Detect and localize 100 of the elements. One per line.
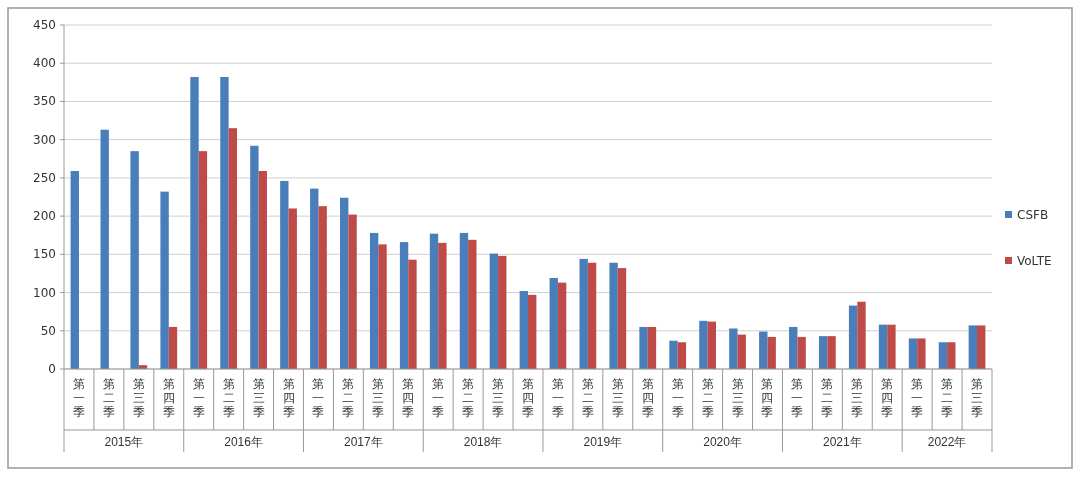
bar bbox=[609, 262, 618, 369]
text: 2022年 bbox=[927, 435, 967, 449]
bar bbox=[938, 342, 948, 369]
bar bbox=[369, 232, 379, 369]
x-tick-label: 第三季 bbox=[611, 377, 624, 419]
bar bbox=[917, 338, 926, 369]
legend-label: CSFB bbox=[1017, 208, 1049, 222]
bar bbox=[429, 233, 439, 369]
bar bbox=[258, 171, 267, 369]
bar bbox=[100, 129, 109, 369]
x-tick-label: 第二季 bbox=[941, 377, 954, 419]
x-tick-label: 第一季 bbox=[791, 377, 804, 419]
bar bbox=[767, 336, 776, 369]
bar bbox=[908, 338, 918, 369]
bar bbox=[228, 128, 238, 369]
text: 2021年 bbox=[822, 435, 862, 449]
bar bbox=[759, 331, 768, 369]
bar bbox=[887, 324, 896, 369]
x-tick-label: 第一季 bbox=[911, 377, 924, 419]
text: 2018年 bbox=[463, 435, 503, 449]
bar bbox=[639, 326, 648, 369]
y-tick-label: 200 bbox=[33, 209, 56, 224]
bar bbox=[647, 326, 657, 369]
bar bbox=[617, 268, 627, 369]
bar bbox=[198, 151, 208, 369]
bar bbox=[340, 197, 349, 369]
bar bbox=[130, 151, 139, 369]
y-tick-label: 100 bbox=[33, 285, 56, 300]
x-tick-label: 第三季 bbox=[372, 377, 385, 419]
x-tick-label: 第四季 bbox=[761, 377, 774, 419]
bar bbox=[190, 76, 199, 369]
bar bbox=[168, 326, 178, 369]
x-tick-label: 第一季 bbox=[312, 377, 325, 419]
bar bbox=[438, 242, 447, 369]
text: 2017年 bbox=[344, 435, 383, 449]
x-tick-label: 第四季 bbox=[402, 377, 415, 419]
bar bbox=[669, 340, 678, 369]
bar bbox=[977, 325, 986, 369]
text: 2015年 bbox=[104, 435, 144, 449]
bar bbox=[399, 242, 409, 369]
bar bbox=[857, 301, 866, 369]
bar bbox=[459, 232, 469, 369]
x-tick-label: 第三季 bbox=[971, 377, 984, 419]
x-tick-label: 第四季 bbox=[522, 377, 534, 419]
x-tick-label: 第三季 bbox=[492, 377, 505, 419]
x-tick-label: 第二季 bbox=[701, 377, 714, 419]
y-tick-label: 250 bbox=[33, 170, 56, 185]
bar bbox=[707, 321, 716, 369]
bar bbox=[468, 239, 477, 369]
bar bbox=[789, 326, 798, 369]
bar bbox=[348, 214, 357, 369]
text: 2020年 bbox=[703, 435, 742, 449]
bar bbox=[878, 324, 888, 369]
x-tick-label: 第一季 bbox=[72, 377, 85, 419]
y-tick-label: 150 bbox=[33, 247, 56, 262]
bar bbox=[579, 258, 588, 369]
bar bbox=[318, 206, 327, 369]
text: 2016年 bbox=[224, 435, 263, 449]
x-tick-label: 第四季 bbox=[282, 377, 295, 419]
bar bbox=[827, 336, 836, 369]
x-tick-label: 第三季 bbox=[252, 377, 265, 419]
bar bbox=[968, 325, 978, 369]
bar bbox=[160, 191, 169, 369]
bar bbox=[818, 336, 828, 369]
bar bbox=[280, 180, 289, 369]
bar bbox=[729, 328, 738, 369]
bar bbox=[737, 334, 746, 369]
x-tick-label: 第四季 bbox=[641, 377, 654, 419]
bar bbox=[848, 305, 858, 369]
bar bbox=[557, 282, 567, 369]
legend-label: VoLTE bbox=[1017, 254, 1052, 268]
bar bbox=[288, 208, 297, 369]
x-tick-label: 第一季 bbox=[432, 377, 445, 419]
y-tick-label: 300 bbox=[33, 132, 56, 147]
text: 2019年 bbox=[583, 435, 623, 449]
y-tick-label: 50 bbox=[40, 323, 56, 338]
y-tick-label: 350 bbox=[33, 94, 56, 109]
bar bbox=[250, 145, 259, 369]
bar bbox=[408, 259, 417, 369]
bar bbox=[699, 320, 708, 369]
bar bbox=[947, 342, 956, 369]
x-tick-label: 第一季 bbox=[671, 377, 684, 419]
x-tick-label: 第二季 bbox=[462, 377, 475, 419]
bar bbox=[519, 291, 528, 369]
bar bbox=[677, 342, 687, 369]
y-tick-label: 400 bbox=[33, 56, 56, 71]
x-tick-label: 第三季 bbox=[731, 377, 744, 419]
bar bbox=[378, 244, 387, 369]
y-tick-label: 450 bbox=[33, 18, 56, 32]
bar bbox=[528, 294, 537, 369]
x-tick-label: 第四季 bbox=[881, 377, 894, 419]
bar bbox=[220, 76, 229, 369]
x-tick-label: 第二季 bbox=[222, 377, 235, 419]
bar bbox=[549, 278, 558, 369]
bar bbox=[498, 255, 507, 369]
bar bbox=[489, 253, 499, 369]
bar bbox=[70, 171, 79, 369]
bar bbox=[310, 188, 319, 369]
x-tick-label: 第二季 bbox=[102, 377, 115, 419]
x-tick-label: 第二季 bbox=[342, 377, 355, 419]
